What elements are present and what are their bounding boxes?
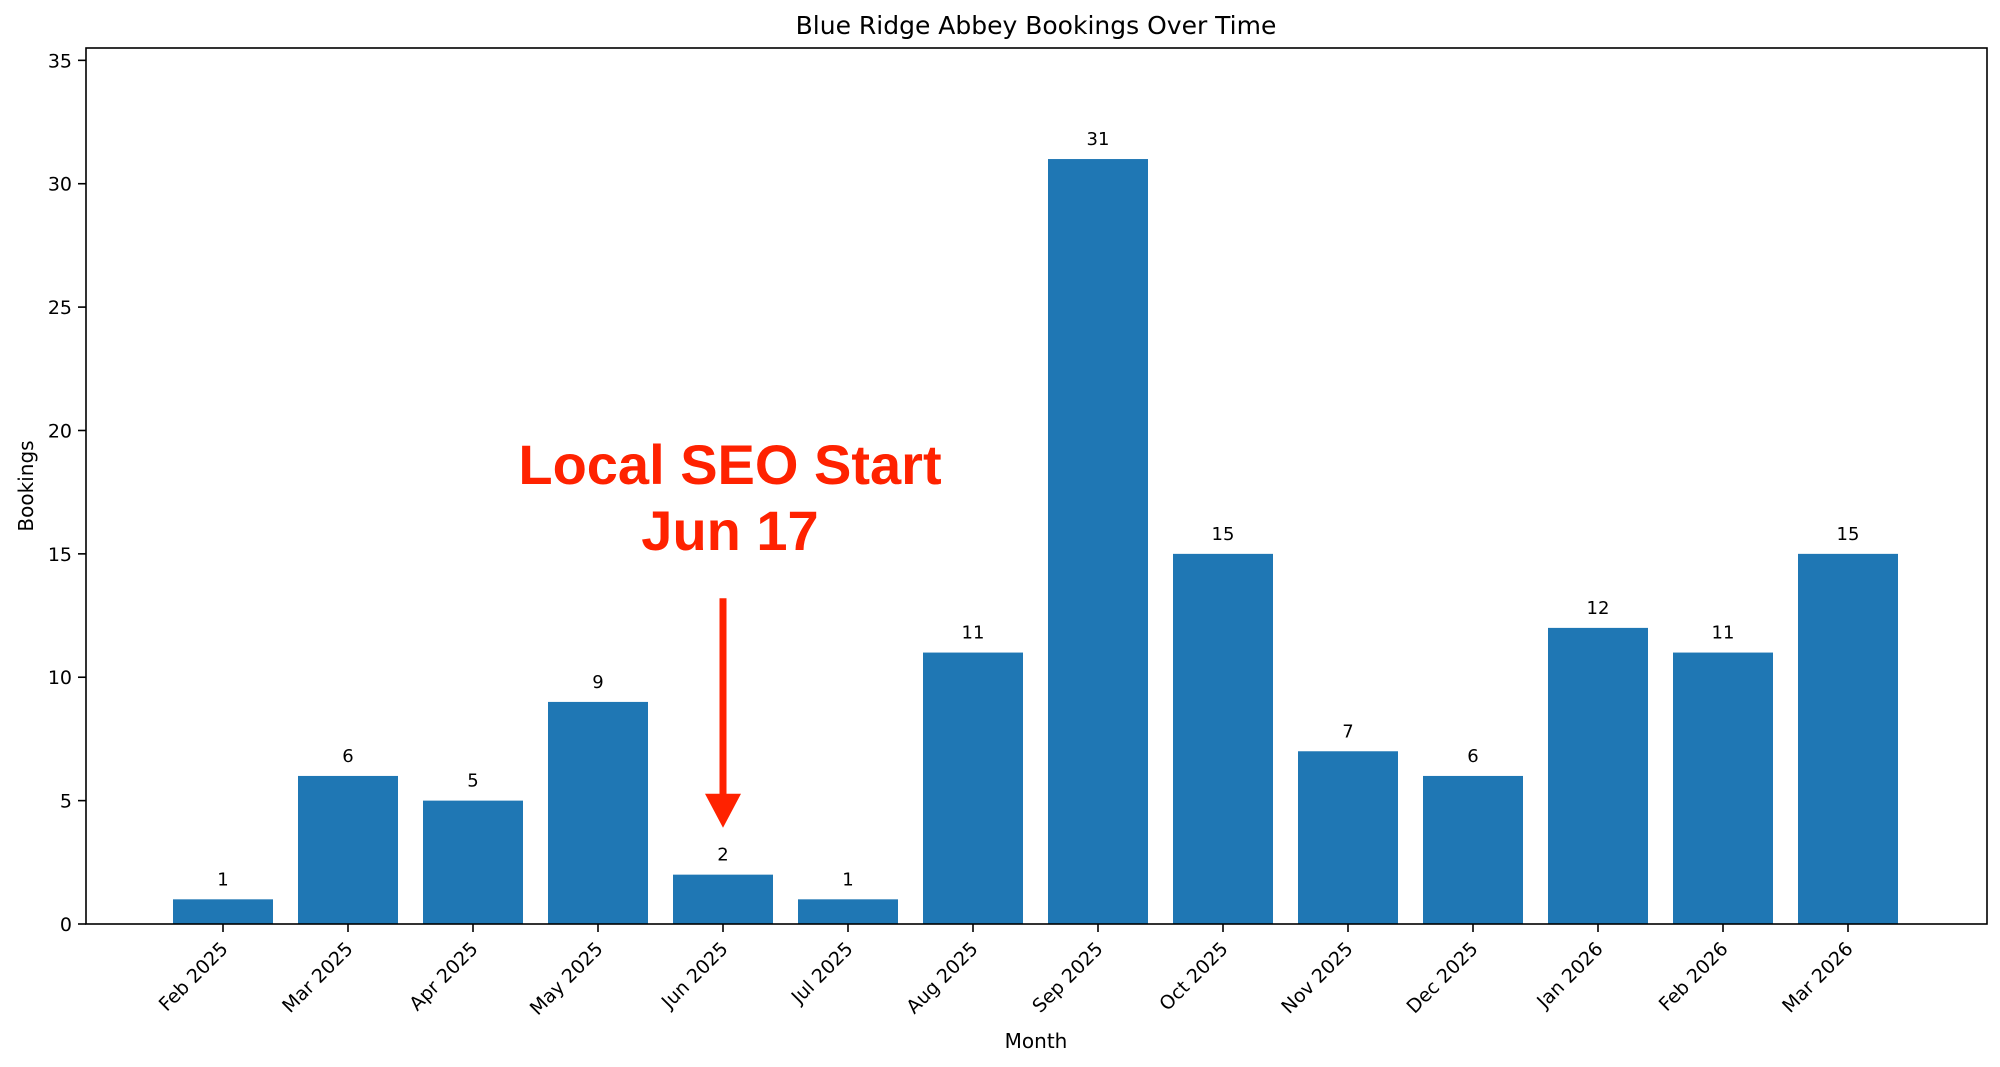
y-tick-label: 20 xyxy=(48,420,72,442)
y-tick-label: 5 xyxy=(60,791,72,813)
y-tick-label: 25 xyxy=(48,297,72,319)
annotation-text-line: Local SEO Start xyxy=(518,433,941,496)
annotation-arrow-head xyxy=(705,793,741,828)
bar-value-label: 11 xyxy=(962,623,985,644)
bar-value-label: 1 xyxy=(842,869,853,890)
bar xyxy=(548,701,648,924)
bar xyxy=(1548,627,1648,924)
y-axis: 0 5 10 15 20 25 30 35 xyxy=(48,50,86,936)
y-tick-label: 30 xyxy=(48,174,72,196)
bar-value-label: 12 xyxy=(1587,598,1610,619)
bar xyxy=(673,874,773,924)
bar xyxy=(1798,553,1898,924)
bar xyxy=(173,899,273,924)
bar-value-label: 1 xyxy=(217,869,228,890)
annotation-text-line: Jun 17 xyxy=(641,499,818,562)
bar xyxy=(298,775,398,924)
bar-value-label: 6 xyxy=(1467,746,1478,767)
chart-title: Blue Ridge Abbey Bookings Over Time xyxy=(796,11,1277,40)
bar xyxy=(1298,751,1398,924)
bar-value-label: 2 xyxy=(717,845,728,866)
bars xyxy=(173,159,1898,925)
bar xyxy=(1173,553,1273,924)
y-tick-label: 10 xyxy=(48,667,72,689)
bar-value-label: 6 xyxy=(342,746,353,767)
bar xyxy=(1423,775,1523,924)
bar xyxy=(798,899,898,924)
y-tick-label: 35 xyxy=(48,50,72,72)
bar xyxy=(1673,652,1773,924)
bar-value-label: 15 xyxy=(1212,524,1235,545)
bar-value-label: 11 xyxy=(1712,623,1735,644)
bar-value-label: 7 xyxy=(1342,721,1353,742)
bar xyxy=(1048,159,1148,925)
bar xyxy=(423,800,523,924)
bar-value-label: 9 xyxy=(592,672,603,693)
x-axis-title: Month xyxy=(1005,1029,1068,1053)
bar-value-label: 15 xyxy=(1837,524,1860,545)
plot-frame xyxy=(85,47,1988,925)
bar-value-label: 5 xyxy=(467,771,478,792)
y-tick-label: 15 xyxy=(48,544,72,566)
bar xyxy=(923,652,1023,924)
y-tick-label: 0 xyxy=(60,914,72,936)
bar-value-label: 31 xyxy=(1087,129,1110,150)
y-axis-title: Bookings xyxy=(14,440,38,531)
